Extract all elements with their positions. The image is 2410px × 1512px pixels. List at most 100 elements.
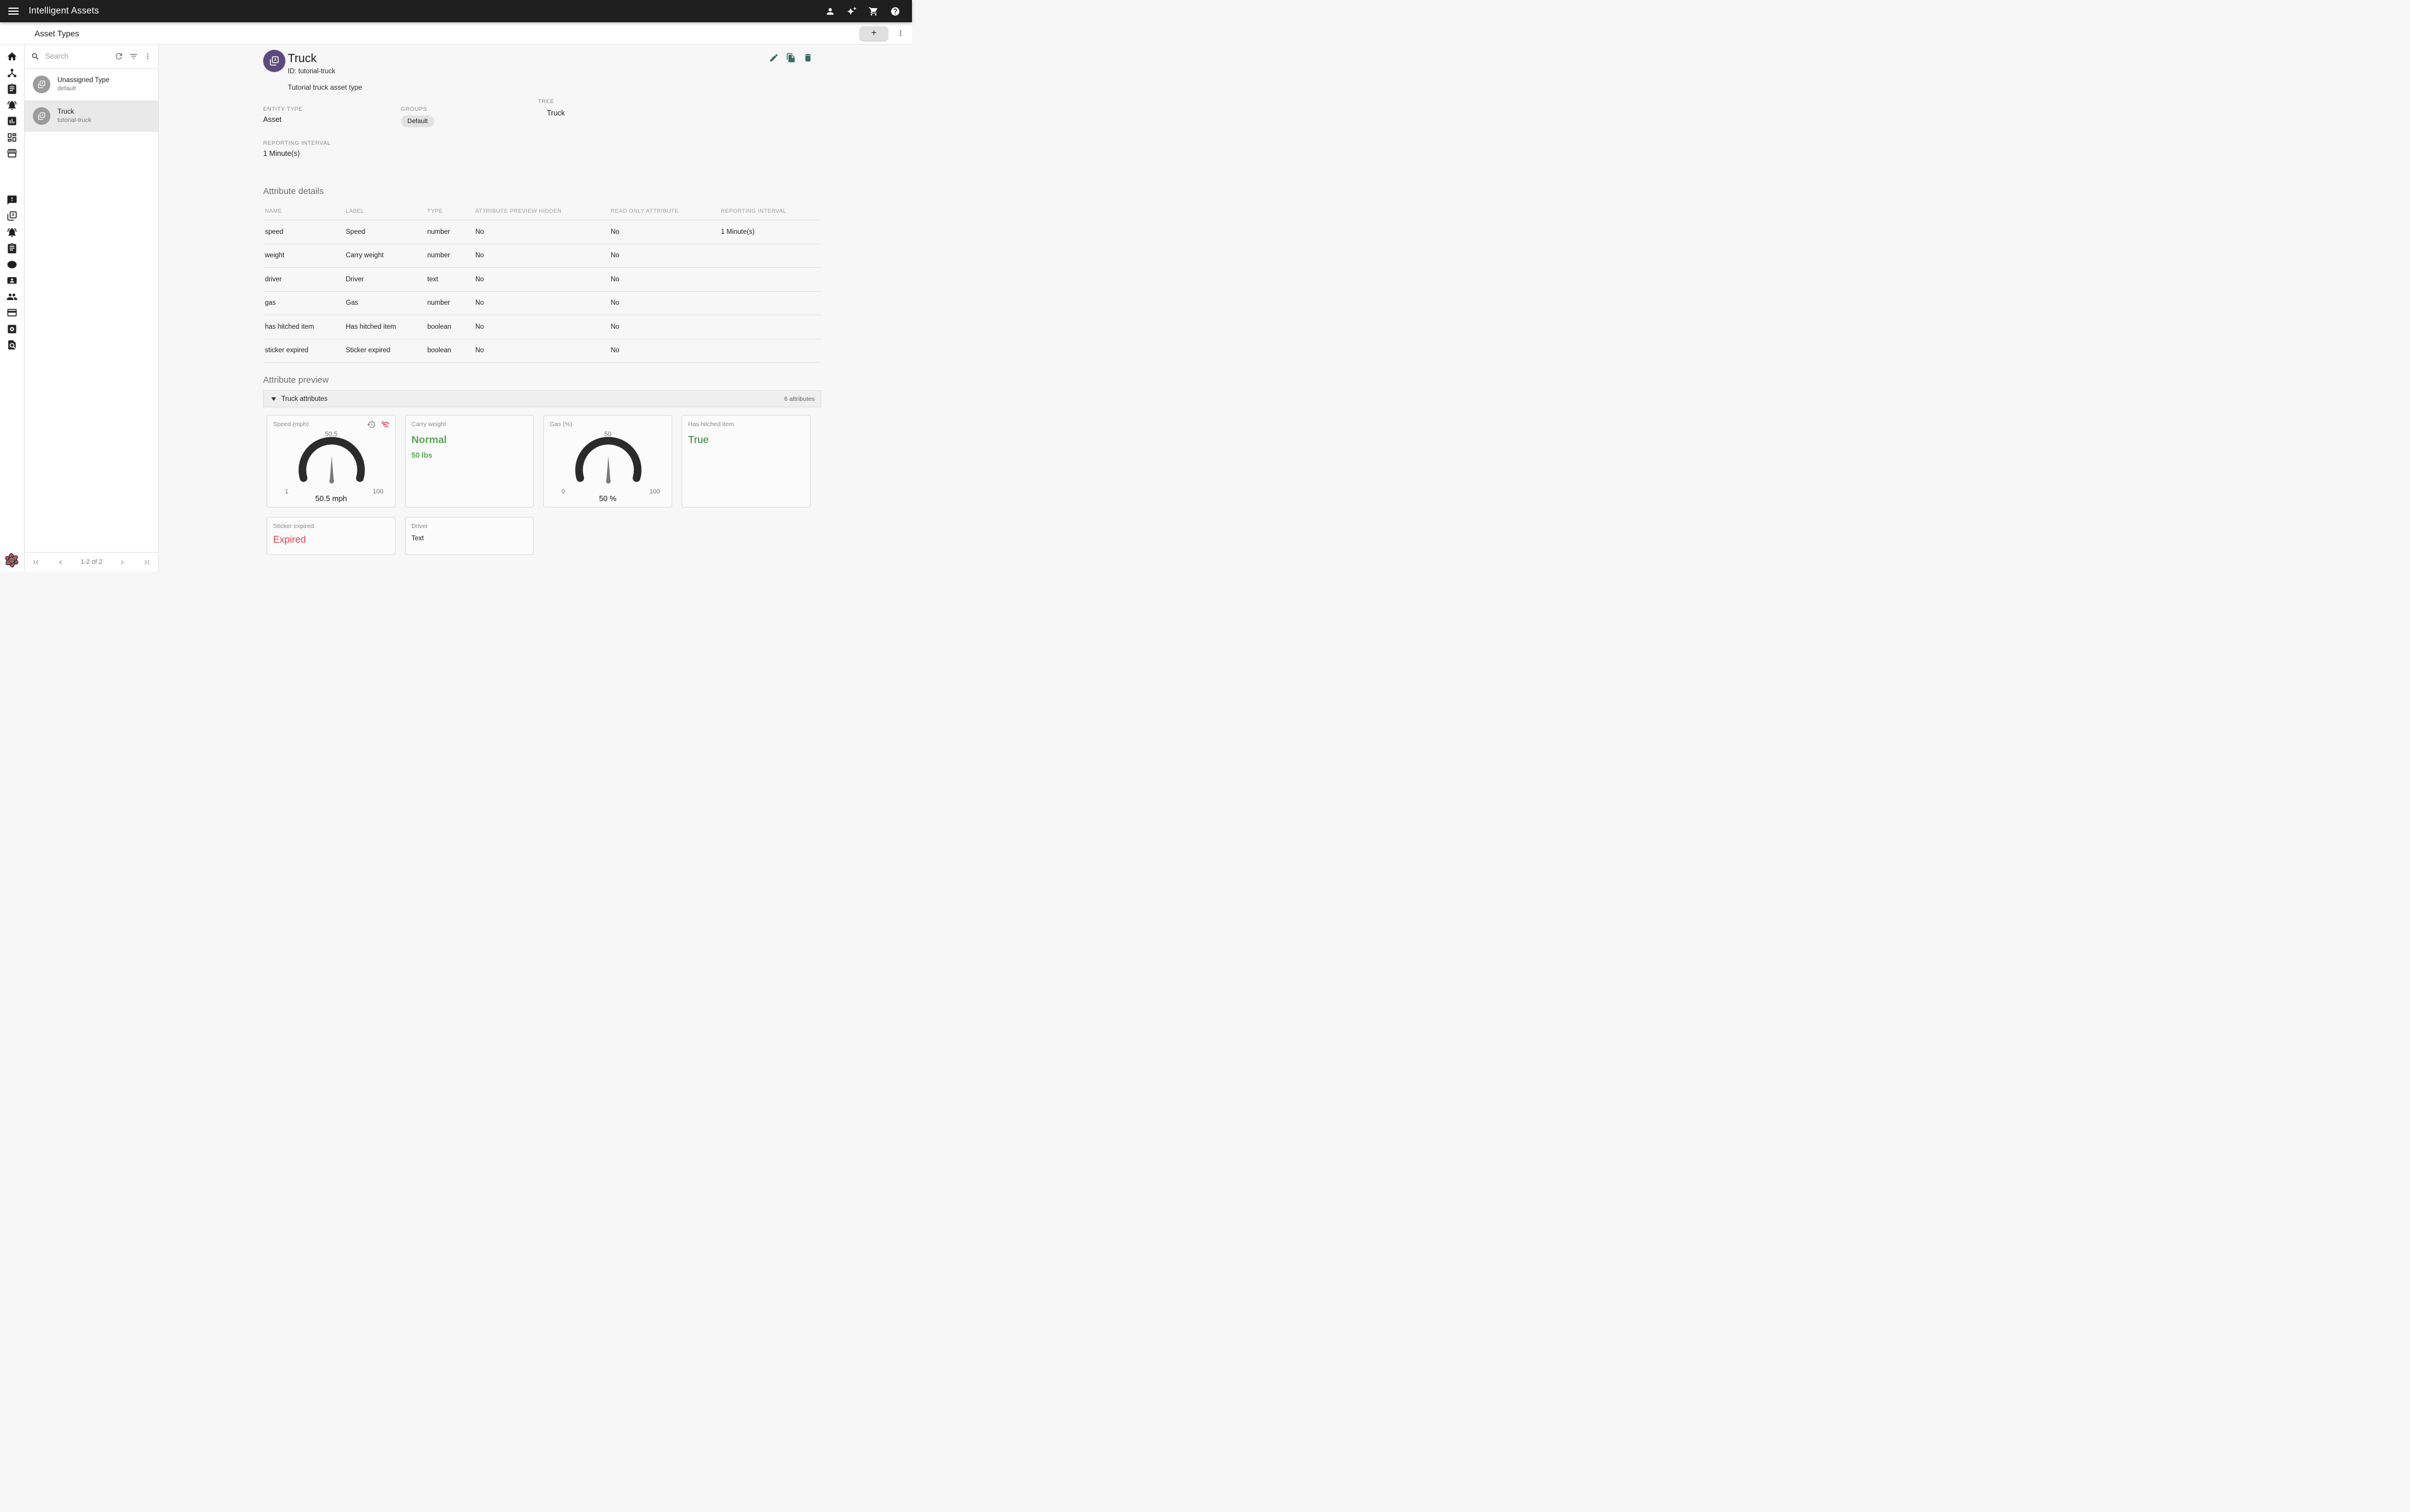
list-item-truck[interactable]: Truck tutorial-truck — [25, 100, 158, 132]
col-read-only: READ ONLY ATTRIBUTE — [611, 208, 679, 214]
clipboard-icon[interactable] — [4, 81, 21, 97]
table-row: speed Speed number No No 1 Minute(s) — [263, 220, 821, 244]
first-page-icon[interactable] — [32, 558, 40, 567]
history-icon[interactable] — [367, 420, 376, 429]
search-input[interactable] — [45, 52, 109, 60]
badge-icon[interactable] — [4, 273, 21, 289]
asset-types-icon[interactable] — [4, 208, 21, 224]
reel-icon[interactable] — [4, 257, 21, 273]
attribute-details-table: NAME LABEL TYPE ATTRIBUTE PREVIEW HIDDEN… — [263, 203, 821, 363]
add-asset-type-button[interactable]: + — [860, 26, 888, 40]
storefront-icon[interactable] — [4, 145, 21, 162]
tree-value: Truck — [547, 109, 565, 117]
gas-gauge-value: 50 — [604, 431, 612, 438]
app-bar-actions — [825, 6, 900, 16]
carry-weight-card: Carry weight Normal 50 lbs — [405, 415, 534, 508]
settings-icon[interactable] — [4, 321, 21, 338]
gas-gauge-max: 100 — [649, 488, 661, 495]
chart-icon[interactable] — [4, 113, 21, 130]
alarm-bell-icon[interactable] — [4, 97, 21, 114]
document-search-icon[interactable] — [4, 337, 21, 353]
col-label: LABEL — [346, 208, 365, 214]
asset-type-description: Tutorial truck asset type — [288, 83, 362, 91]
asset-type-list-panel: Unassigned Type default Truck tutorial-t… — [25, 45, 159, 571]
home-icon[interactable] — [4, 49, 21, 65]
detail-actions — [769, 53, 813, 63]
accordion-count: 6 attributes — [784, 395, 815, 403]
groups-field: GROUPS Default — [401, 106, 434, 127]
speed-display-value: 50.5 mph — [315, 494, 348, 503]
credit-card-icon[interactable] — [4, 305, 21, 321]
list-item-title: Unassigned Type — [57, 77, 110, 84]
collapse-arrow-icon — [271, 397, 276, 401]
toolbar-more-icon[interactable] — [896, 29, 905, 38]
gas-display-value: 50 % — [599, 494, 617, 503]
next-page-icon[interactable] — [118, 558, 127, 567]
detail-pane: Truck ID: tutorial-truck Tutorial truck … — [159, 45, 912, 571]
list-item-subtitle: default — [57, 85, 76, 92]
driver-card: Driver Text — [405, 517, 534, 555]
group-chip: Default — [401, 115, 434, 127]
sticker-expired-card: Sticker expired Expired — [267, 517, 396, 555]
carry-weight-status: Normal — [411, 434, 447, 445]
pagination: 1-2 of 2 — [25, 552, 158, 571]
speed-gauge-max: 100 — [372, 488, 384, 495]
app-bar: Intelligent Assets — [0, 0, 912, 22]
menu-icon[interactable] — [8, 8, 19, 15]
clipboard-icon-2[interactable] — [4, 240, 21, 257]
attribute-preview-cards: Speed (mph) 50.5 — [263, 415, 821, 555]
asset-type-avatar — [33, 107, 50, 125]
truck-avatar — [263, 50, 285, 72]
duplicate-icon[interactable] — [786, 53, 796, 63]
pagination-label: 1-2 of 2 — [80, 559, 103, 566]
has-hitched-label: Has hitched item — [688, 421, 734, 428]
speed-gauge-min: 1 — [284, 488, 289, 495]
list-item-unassigned-type[interactable]: Unassigned Type default — [25, 69, 158, 100]
table-row: weight Carry weight number No No — [263, 244, 821, 268]
sparkle-icon[interactable] — [847, 6, 857, 16]
search-row — [25, 45, 158, 69]
gas-card: Gas (%) 50 0 100 50 % — [543, 415, 672, 508]
attribute-details-heading: Attribute details — [263, 186, 324, 196]
dashboard-icon[interactable] — [4, 130, 21, 146]
driver-label: Driver — [411, 523, 428, 530]
table-row: sticker expired Sticker expired boolean No N… — [263, 339, 821, 363]
asset-type-title: Truck — [288, 52, 317, 65]
help-icon[interactable] — [890, 6, 900, 16]
alarm-bell-icon-2[interactable] — [4, 224, 21, 241]
col-type: TYPE — [427, 208, 443, 214]
col-preview-hidden: ATTRIBUTE PREVIEW HIDDEN — [475, 208, 562, 214]
reporting-interval-label: REPORTING INTERVAL — [263, 140, 331, 147]
list-more-icon[interactable] — [144, 52, 152, 60]
last-page-icon[interactable] — [142, 558, 151, 567]
search-icon — [31, 52, 40, 61]
entity-type-field: ENTITY TYPE Asset — [263, 106, 303, 124]
refresh-icon[interactable] — [114, 52, 124, 61]
entity-type-label: ENTITY TYPE — [263, 106, 303, 113]
asset-type-id: ID: tutorial-truck — [288, 68, 336, 75]
table-row: has hitched item Has hitched item boolean N… — [263, 315, 821, 339]
detail-header: Truck ID: tutorial-truck Tutorial truck … — [263, 45, 821, 181]
gas-card-label: Gas (%) — [550, 421, 573, 428]
user-icon[interactable] — [825, 6, 835, 16]
truck-attributes-accordion[interactable]: Truck attributes 6 attributes — [263, 390, 821, 407]
cart-icon[interactable] — [869, 6, 879, 16]
previous-page-icon[interactable] — [56, 558, 65, 567]
hierarchy-icon[interactable] — [4, 65, 21, 81]
delete-icon[interactable] — [803, 53, 813, 63]
has-hitched-value: True — [688, 434, 709, 445]
app-title: Intelligent Assets — [29, 6, 99, 16]
attribute-preview-heading: Attribute preview — [263, 375, 329, 385]
filter-icon[interactable] — [129, 52, 138, 61]
gas-gauge — [575, 437, 642, 483]
driver-value: Text — [411, 535, 424, 542]
reporting-interval-field: REPORTING INTERVAL 1 Minute(s) — [263, 140, 331, 158]
app-logo-icon — [4, 552, 20, 568]
users-icon[interactable] — [4, 289, 21, 305]
list-item-subtitle: tutorial-truck — [57, 117, 91, 124]
speed-card: Speed (mph) 50.5 — [267, 415, 396, 508]
tree-field: TREE Truck — [538, 98, 565, 117]
carry-weight-value: 50 lbs — [411, 451, 433, 459]
feedback-icon[interactable] — [4, 192, 21, 209]
edit-icon[interactable] — [769, 53, 779, 63]
